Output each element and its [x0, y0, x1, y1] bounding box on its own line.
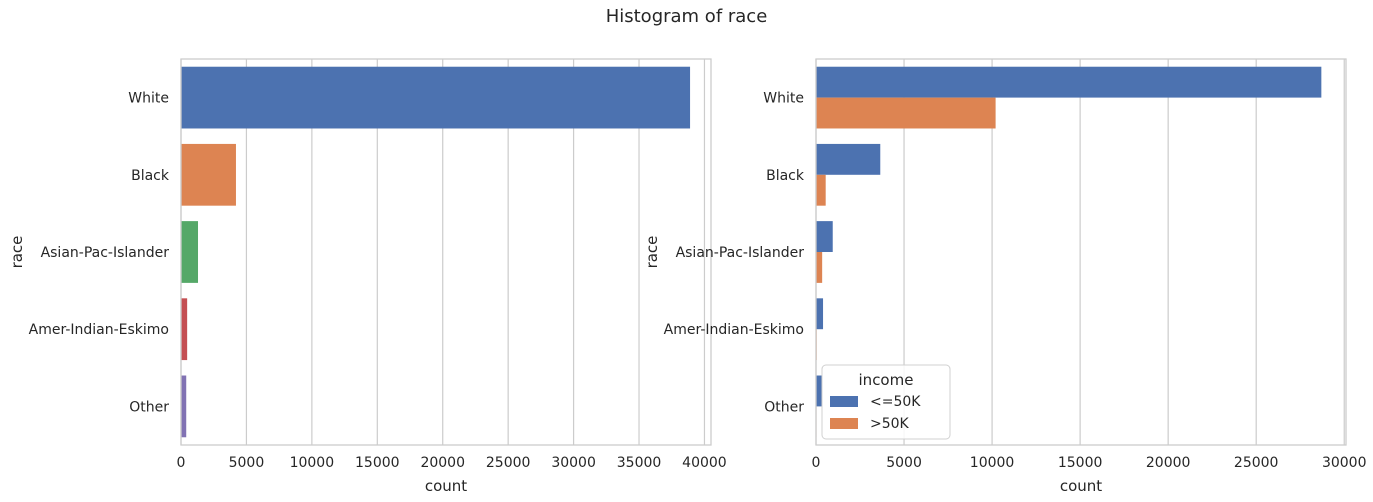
- legend: income <=50K >50K: [821, 364, 951, 440]
- legend-swatch: [830, 396, 858, 407]
- x-tick-label: 0: [177, 455, 186, 471]
- y-tick-label: Black: [131, 168, 170, 184]
- bar-black-series-2: [816, 174, 826, 206]
- bar-white-series-2: [816, 97, 996, 129]
- bar-asian-pac-islander-series-2: [816, 252, 823, 283]
- x-tick-label: 15000: [355, 455, 400, 471]
- x-axis-label: count: [1060, 477, 1102, 495]
- bar-black: [181, 143, 236, 206]
- x-tick-label: 35000: [617, 455, 662, 471]
- bar-black-series-1: [816, 143, 881, 175]
- x-tick-label: 20000: [1146, 455, 1191, 471]
- subplot-1: 0 5000 10000 15000 20000 25000 30000 35000 40000…: [8, 58, 727, 495]
- axes-frame: [180, 58, 712, 446]
- y-tick-label: Black: [766, 168, 805, 184]
- figure-title: Histogram of race: [605, 6, 768, 27]
- x-tick-label: 5000: [229, 455, 265, 471]
- x-tick-label: 40000: [682, 455, 727, 471]
- subplot-2: 0 5000 10000 15000 20000 25000 30000 White Black…: [643, 58, 1367, 495]
- x-tick-label: 30000: [1322, 455, 1367, 471]
- y-tick-label: White: [763, 91, 804, 107]
- bar-amer-indian-eskimo-series-1: [816, 298, 824, 330]
- bar-asian-pac-islander: [181, 221, 199, 283]
- axes-frame: [815, 58, 1347, 446]
- x-tick-label: 5000: [886, 455, 922, 471]
- y-tick-label: White: [128, 91, 169, 107]
- legend-swatch: [830, 418, 858, 429]
- y-tick-label: Amer-Indian-Eskimo: [29, 322, 169, 338]
- y-axis-label: race: [643, 236, 661, 269]
- bar-amer-indian-eskimo: [181, 298, 188, 361]
- y-tick-label: Asian-Pac-Islander: [41, 245, 170, 261]
- x-tick-label: 25000: [486, 455, 531, 471]
- y-axis-label: race: [8, 236, 26, 269]
- legend-entry: <=50K: [870, 394, 921, 410]
- x-tick-label: 10000: [970, 455, 1015, 471]
- bar-white-series-1: [816, 66, 1322, 98]
- x-tick-label: 20000: [420, 455, 465, 471]
- x-axis-label: count: [425, 477, 467, 495]
- x-tick-label: 15000: [1058, 455, 1103, 471]
- y-tick-label: Amer-Indian-Eskimo: [664, 322, 804, 338]
- y-tick-label: Other: [764, 399, 804, 415]
- x-tick-label: 0: [812, 455, 821, 471]
- x-tick-label: 30000: [551, 455, 596, 471]
- legend-title: income: [859, 371, 914, 389]
- y-tick-label: Other: [129, 399, 169, 415]
- x-tick-label: 25000: [1234, 455, 1279, 471]
- x-tick-label: 10000: [290, 455, 335, 471]
- bar-other: [181, 375, 187, 438]
- y-tick-label: Asian-Pac-Islander: [676, 245, 805, 261]
- bar-asian-pac-islander-series-1: [816, 221, 833, 252]
- bar-white: [181, 66, 691, 129]
- bar-other-series-1: [816, 375, 822, 407]
- legend-entry: >50K: [870, 416, 910, 432]
